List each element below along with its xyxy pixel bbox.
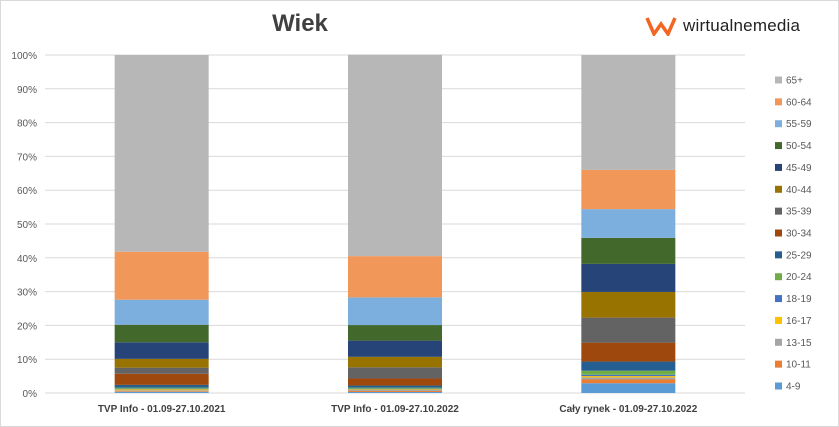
logo-text: wirtualnemedia — [683, 16, 801, 35]
bar-segment-65+ — [348, 54, 442, 257]
bar-segment-35-39 — [348, 367, 442, 379]
bar-segment-50-54 — [581, 237, 676, 264]
logo-mark-icon — [645, 17, 677, 36]
bar-segment-25-29 — [581, 361, 676, 371]
bar-segment-18-19 — [114, 388, 209, 390]
y-tick-label: 100% — [11, 51, 37, 62]
y-tick-label: 90% — [17, 85, 37, 96]
y-tick-label: 80% — [17, 119, 37, 130]
bar-segment-30-34 — [114, 373, 209, 385]
bar-segment-16-17 — [114, 389, 209, 391]
legend-label: 18-19 — [786, 294, 812, 305]
bar-segment-13-15 — [581, 377, 676, 380]
bar-segment-20-24 — [114, 387, 209, 389]
bar-segment-30-34 — [581, 342, 676, 362]
bar-segment-40-44 — [114, 358, 209, 368]
bar-segment-20-24 — [348, 387, 442, 389]
y-tick-label: 0% — [23, 389, 38, 400]
bar-segment-25-29 — [348, 385, 442, 388]
legend-swatch — [775, 142, 782, 150]
bar-segment-55-59 — [348, 297, 442, 326]
bar-segment-60-64 — [348, 256, 442, 298]
y-tick-label: 10% — [17, 355, 37, 366]
bar-segment-20-24 — [581, 370, 676, 375]
y-tick-label: 60% — [17, 186, 37, 197]
bar-segment-50-54 — [348, 325, 442, 341]
legend-label: 10-11 — [786, 360, 811, 371]
legend-swatch — [775, 229, 782, 237]
bar-segment-10-11 — [114, 391, 209, 392]
bar-segment-10-11 — [348, 390, 442, 392]
x-tick-label: TVP Info - 01.09-27.10.2022 — [331, 404, 459, 415]
bar-segment-45-49 — [581, 263, 676, 292]
y-tick-label: 50% — [17, 220, 37, 231]
bar-segment-60-64 — [581, 169, 676, 210]
legend-label: 40-44 — [786, 185, 812, 196]
y-tick-label: 40% — [17, 254, 37, 265]
legend-label: 55-59 — [786, 119, 812, 130]
bar-segment-65+ — [114, 55, 209, 252]
wirtualnemedia-logo: wirtualnemedia — [645, 16, 800, 36]
legend-label: 25-29 — [786, 250, 812, 261]
bar-segment-4-9 — [348, 391, 442, 393]
x-tick-label: Cały rynek - 01.09-27.10.2022 — [559, 404, 697, 415]
legend-label: 35-39 — [786, 207, 812, 218]
bar-segment-60-64 — [114, 251, 209, 300]
legend-label: 30-34 — [786, 229, 812, 240]
legend-swatch — [775, 338, 782, 346]
bar-segment-25-29 — [114, 384, 209, 388]
legend-swatch — [775, 273, 782, 281]
bar-segment-13-15 — [348, 389, 442, 391]
y-tick-label: 30% — [17, 288, 37, 299]
legend-swatch — [775, 163, 782, 171]
bar-segment-18-19 — [581, 374, 676, 377]
bar-segment-45-49 — [348, 340, 442, 357]
bar-segment-55-59 — [114, 299, 209, 325]
bar-segment-65+ — [581, 55, 676, 170]
legend-label: 50-54 — [786, 141, 812, 152]
chart-title: Wiek — [272, 10, 328, 37]
bar-segment-30-34 — [348, 378, 442, 386]
bar-segment-50-54 — [114, 324, 209, 343]
bar-segment-4-9 — [581, 383, 676, 393]
bar-segment-40-44 — [348, 356, 442, 368]
legend-swatch — [775, 316, 782, 324]
bar-segment-13-15 — [114, 390, 209, 392]
legend-swatch — [775, 382, 782, 390]
legend-swatch — [775, 120, 782, 128]
legend-label: 13-15 — [786, 338, 812, 349]
y-tick-label: 20% — [17, 321, 37, 332]
bar-segment-40-44 — [581, 291, 676, 318]
legend-label: 16-17 — [786, 316, 812, 327]
legend-label: 45-49 — [786, 163, 812, 174]
legend-swatch — [775, 185, 782, 193]
legend-swatch — [775, 98, 782, 106]
bar-segment-16-17 — [348, 389, 442, 390]
legend-label: 60-64 — [786, 97, 812, 108]
legend-swatch — [775, 295, 782, 303]
bar-segment-18-19 — [348, 388, 442, 390]
bar-segment-16-17 — [581, 376, 676, 378]
y-tick-label: 70% — [17, 152, 37, 163]
bar-segment-4-9 — [114, 391, 209, 393]
bar-segment-35-39 — [114, 367, 209, 374]
x-tick-label: TVP Info - 01.09-27.10.2021 — [98, 404, 226, 415]
bar-segment-35-39 — [581, 317, 676, 343]
bar-segment-45-49 — [114, 342, 209, 359]
legend-swatch — [775, 360, 782, 368]
legend-label: 4-9 — [786, 382, 801, 393]
legend-label: 65+ — [786, 76, 803, 87]
bar-segment-10-11 — [581, 379, 676, 384]
legend-swatch — [775, 251, 782, 259]
legend-swatch — [775, 76, 782, 84]
legend-swatch — [775, 207, 782, 215]
legend-label: 20-24 — [786, 272, 812, 283]
bar-segment-55-59 — [581, 209, 676, 238]
